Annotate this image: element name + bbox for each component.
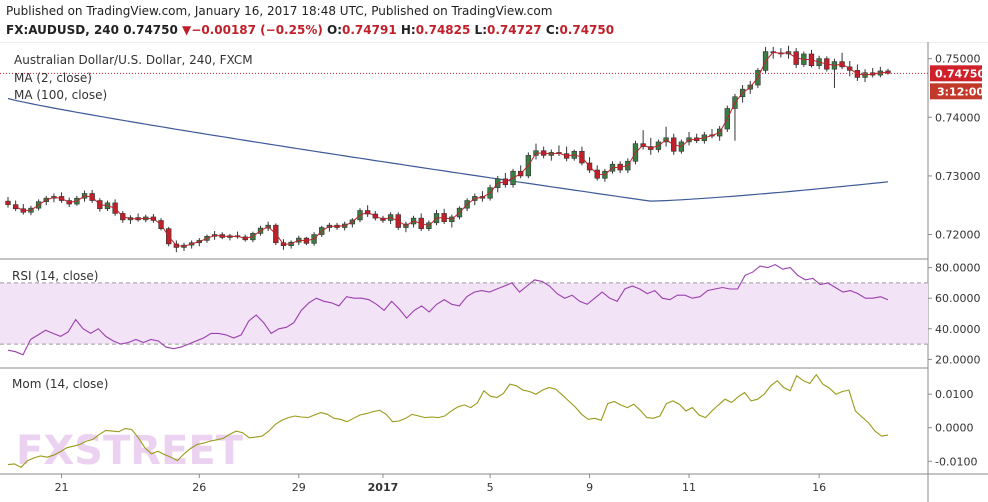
price-tick-label: 0.74000 [935, 111, 981, 124]
legend-ma100: MA (100, close) [14, 88, 107, 102]
time-tick-label: 26 [192, 481, 206, 494]
time-tick-label: 5 [487, 481, 494, 494]
chart-canvas[interactable]: FXSTREET 0.75000 0.74000 0.73000 0.72000 80.… [0, 42, 988, 502]
ma2-line [15, 51, 889, 247]
price-tick-label: 0.72000 [935, 229, 981, 242]
mom-path [7, 373, 889, 468]
price-tick-label: 0.73000 [935, 170, 981, 183]
candle-body [12, 204, 19, 210]
ma100-line [7, 97, 889, 202]
time-tick-label: 16 [812, 481, 826, 494]
chart-title: Australian Dollar/U.S. Dollar, 240, FXCM [14, 53, 253, 67]
countdown-tag [930, 83, 982, 100]
time-tick-label: 21 [55, 481, 69, 494]
rsi-tick-label: 60.0000 [935, 292, 981, 305]
change-value: −0.00187 (−0.25%) [191, 23, 323, 37]
rsi-tick-label: 20.0000 [935, 353, 981, 366]
price-tick-label: 0.75000 [935, 53, 981, 66]
mom-tick-label: 0.0100 [935, 388, 974, 401]
rsi-line [7, 263, 889, 356]
watermark-logo: FXSTREET [16, 428, 244, 474]
open-label: O: [327, 23, 343, 37]
candle [5, 197, 11, 208]
last-price-tag-text: 0.74750 [935, 67, 985, 80]
ohlc-line: FX:AUDUSD, 240 0.74750 ▼−0.00187 (−0.25%… [6, 23, 614, 37]
chart-header: Published on TradingView.com, January 16… [0, 0, 988, 42]
mom-tick-label: 0.0000 [935, 422, 974, 435]
rsi-tick-label: 80.0000 [935, 262, 981, 275]
low-label: L: [474, 23, 487, 37]
axes: 0.75000 0.74000 0.73000 0.72000 80.0000 60.00… [0, 53, 985, 494]
rsi-path [7, 263, 889, 356]
legend-ma2: MA (2, close) [14, 71, 92, 85]
mom-title: Mom (14, close) [12, 377, 108, 391]
close-value: 0.74750 [559, 23, 615, 37]
mom-line [7, 373, 889, 468]
close-label: C: [545, 23, 560, 37]
open-value: 0.74791 [342, 23, 397, 37]
rsi-tick-label: 40.0000 [935, 323, 981, 336]
time-tick-label: 29 [292, 481, 306, 494]
time-tick-label: 11 [682, 481, 696, 494]
countdown-tag-text: 3:12:00 [937, 85, 984, 98]
candle [12, 200, 19, 212]
rsi-title: RSI (14, close) [12, 269, 98, 283]
time-tick-label: 9 [586, 481, 593, 494]
mom-tick-label: -0.0100 [935, 455, 977, 468]
last-price-tag [930, 65, 982, 82]
published-line: Published on TradingView.com, January 16… [6, 4, 553, 18]
candle-body [5, 200, 11, 205]
rsi-band-fill [0, 282, 928, 345]
low-value: 0.74727 [487, 23, 542, 37]
time-tick-label: 2017 [368, 481, 399, 494]
high-value: 0.74825 [415, 23, 471, 37]
high-label: H: [400, 23, 416, 37]
ma100-path [7, 97, 889, 202]
last-price: 0.74750 [123, 23, 178, 37]
symbol-label: FX:AUDUSD, 240 [6, 23, 120, 37]
rsi-band [0, 282, 928, 345]
ma2-path [15, 51, 889, 247]
change-arrow-icon: ▼ [182, 23, 192, 37]
